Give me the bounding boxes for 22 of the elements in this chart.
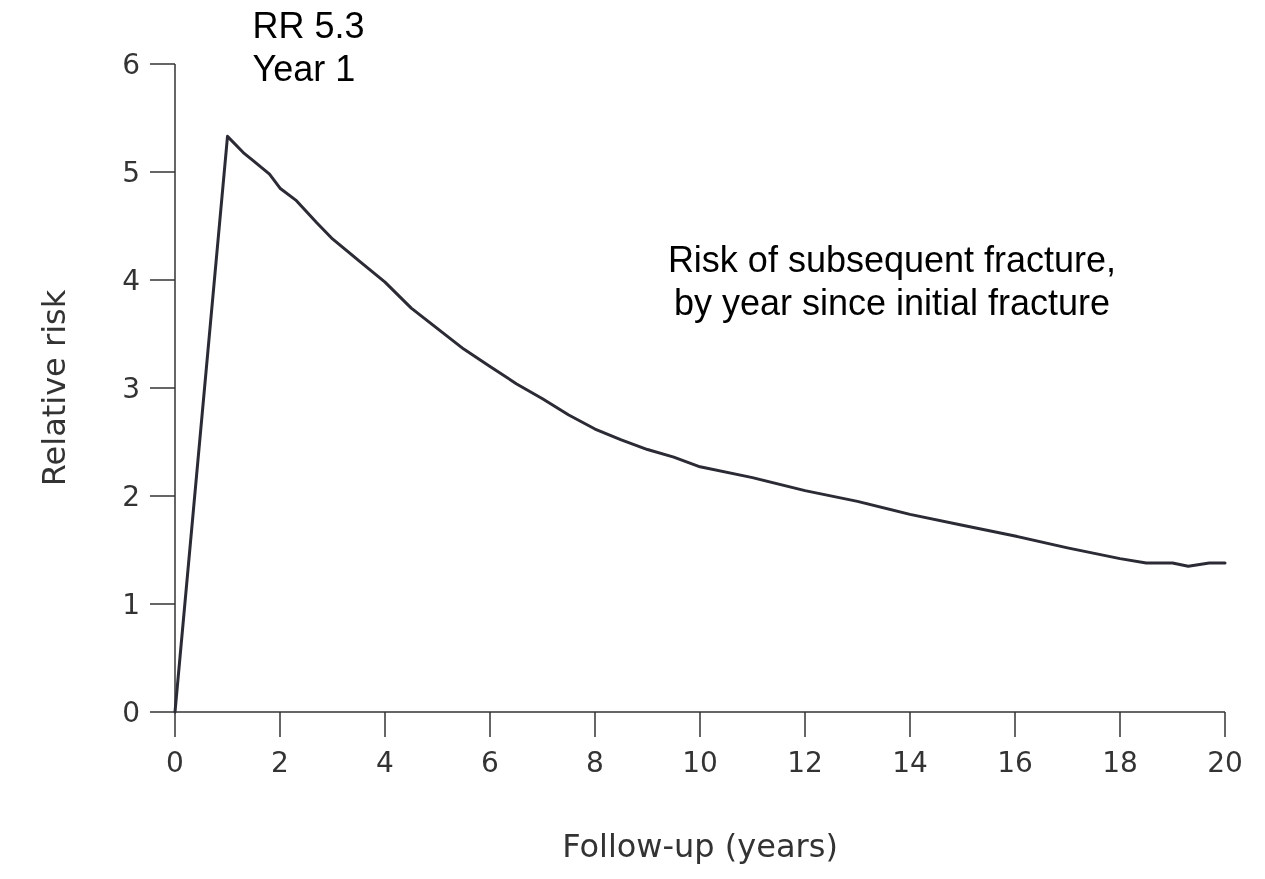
- x-tick-label: 20: [1207, 746, 1243, 779]
- x-axis-title: Follow-up (years): [562, 827, 838, 865]
- y-tick-label: 6: [122, 47, 140, 81]
- annotation: Risk of subsequent fracture, by year since initial fracture: [667, 239, 1117, 323]
- x-tick-label: 16: [997, 746, 1033, 779]
- y-tick-label: 2: [122, 479, 140, 513]
- x-tick-label: 4: [376, 746, 394, 779]
- x-tick-label: 12: [787, 746, 823, 779]
- x-tick-label: 2: [271, 746, 289, 779]
- x-tick-label: 18: [1102, 746, 1138, 779]
- y-tick-label: 0: [122, 695, 140, 729]
- x-tick-label: 6: [481, 746, 499, 779]
- x-tick-label: 14: [892, 746, 928, 779]
- x-tick-label: 10: [682, 746, 718, 779]
- x-tick-label: 8: [586, 746, 604, 779]
- y-tick-label: 5: [122, 155, 140, 189]
- annotation: RR 5.3 Year 1: [252, 5, 365, 90]
- x-tick-label: 0: [166, 746, 184, 779]
- y-axis-title: Relative risk: [35, 289, 73, 487]
- y-tick-label: 4: [122, 263, 140, 297]
- y-tick-label: 1: [122, 587, 140, 621]
- y-tick-label: 3: [122, 371, 140, 405]
